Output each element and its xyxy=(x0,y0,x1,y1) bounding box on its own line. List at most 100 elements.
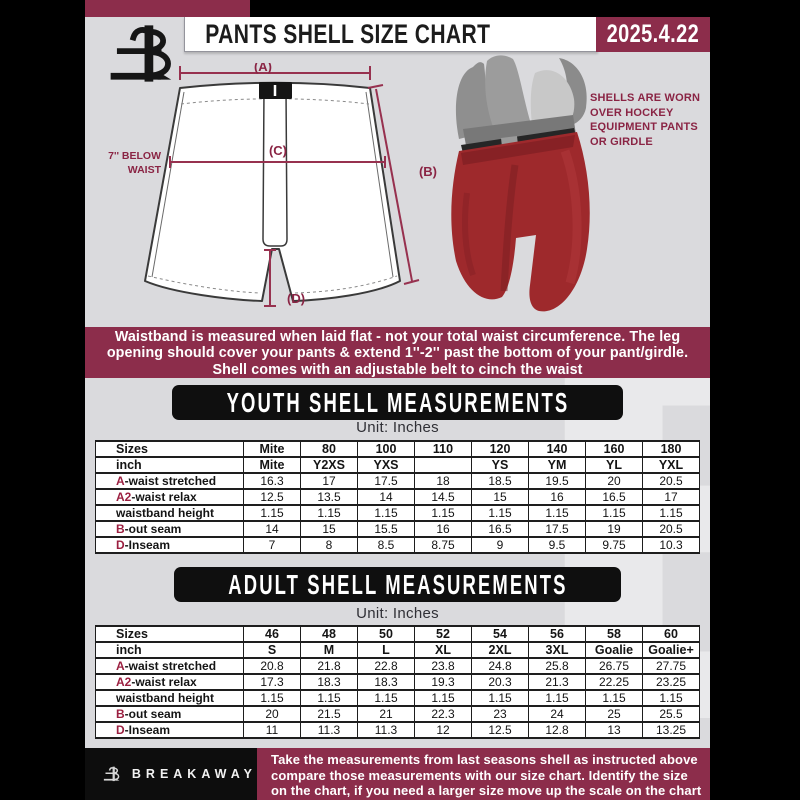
row-label-cell: A2-waist relax xyxy=(95,488,244,506)
value-cell: 1.15 xyxy=(357,504,415,522)
value-cell: 14.5 xyxy=(414,488,472,506)
value-cell: 20.5 xyxy=(642,520,700,538)
table-row: A2-waist relax 17.3 18.3 18.3 19.3 20.3 21.3 22… xyxy=(95,673,700,691)
row-label-cell: D-Inseam xyxy=(95,721,244,739)
table-row: A-waist stretched 16.3 17 17.5 18 18.5 19.5 20 2… xyxy=(95,472,700,490)
youth-size-table: Sizes Mite 80 100 110 120 140 160 180 inch Mite Y2X… xyxy=(95,440,700,554)
row-label-accent: A xyxy=(116,474,125,488)
value-cell: 24.8 xyxy=(471,657,529,675)
value-cell: 16 xyxy=(414,520,472,538)
seven-below-waist-label: 7'' BELOW WAIST xyxy=(108,150,161,177)
banner-line-1: Waistband is measured when laid flat - n… xyxy=(114,329,681,345)
value-cell: YXL xyxy=(642,456,700,474)
value-cell: 14 xyxy=(357,488,415,506)
measure-line-c xyxy=(169,156,386,168)
value-cell: M xyxy=(300,641,358,659)
value-cell: 10.3 xyxy=(642,536,700,554)
footer-line-3: on the chart, if you need a larger size … xyxy=(271,783,702,799)
row-label-cell: inch xyxy=(95,641,244,659)
value-cell: 17 xyxy=(642,488,700,506)
value-cell: 1.15 xyxy=(642,689,700,707)
row-label-accent: B xyxy=(116,707,125,721)
row-label-accent: A2 xyxy=(116,490,132,504)
value-cell: 27.75 xyxy=(642,657,700,675)
value-cell: 16 xyxy=(528,488,586,506)
table-row: Sizes 46 48 50 52 54 56 58 60 xyxy=(95,625,700,643)
value-cell: 1.15 xyxy=(357,689,415,707)
table-row: D-Inseam 7 8 8.5 8.75 9 9.5 9.75 10.3 xyxy=(95,536,700,554)
youth-section-heading: YOUTH SHELL MEASUREMENTS xyxy=(85,385,710,420)
value-cell: 11.3 xyxy=(357,721,415,739)
youth-heading-pill: YOUTH SHELL MEASUREMENTS xyxy=(171,385,624,420)
value-cell: 16.5 xyxy=(471,520,529,538)
adult-heading-text: ADULT SHELL MEASUREMENTS xyxy=(227,567,568,600)
row-label-accent: D xyxy=(116,723,125,737)
value-cell: 7 xyxy=(243,536,301,554)
measurement-instruction-banner: Waistband is measured when laid flat - n… xyxy=(85,327,710,378)
value-cell: 8.5 xyxy=(357,536,415,554)
value-cell: 58 xyxy=(585,625,643,643)
value-cell: 15 xyxy=(300,520,358,538)
table-row: B-out seam 14 15 15.5 16 16.5 17.5 19 20.5 xyxy=(95,520,700,538)
value-cell: 12.5 xyxy=(471,721,529,739)
value-cell: 19.5 xyxy=(528,472,586,490)
footer-line-1: Take the measurements from last seasons … xyxy=(271,752,698,767)
value-cell: 9 xyxy=(471,536,529,554)
value-cell: S xyxy=(243,641,301,659)
row-label-cell: A-waist stretched xyxy=(95,657,244,675)
value-cell: 20 xyxy=(243,705,301,723)
value-cell: 26.75 xyxy=(585,657,643,675)
row-label-cell: Sizes xyxy=(95,440,244,458)
value-cell: 14 xyxy=(243,520,301,538)
value-cell: 1.15 xyxy=(528,689,586,707)
value-cell: Mite xyxy=(243,456,301,474)
value-cell: 8.75 xyxy=(414,536,472,554)
adult-size-table: Sizes 46 48 50 52 54 56 58 60 inch S M L XL 2XL 3XL Goal… xyxy=(95,625,700,739)
banner-line-2: opening should cover your pants & extend… xyxy=(106,345,689,362)
table-row: Sizes Mite 80 100 110 120 140 160 180 xyxy=(95,440,700,458)
value-cell: YXS xyxy=(357,456,415,474)
value-cell: 2XL xyxy=(471,641,529,659)
row-label-cell: inch xyxy=(95,456,244,474)
value-cell: 17.5 xyxy=(528,520,586,538)
value-cell: 20 xyxy=(585,472,643,490)
diagram-label-c: (C) xyxy=(269,143,287,158)
value-cell: 18.3 xyxy=(300,673,358,691)
table-row: A2-waist relax 12.5 13.5 14 14.5 15 16 16.5 17 xyxy=(95,488,700,506)
value-cell: 19.3 xyxy=(414,673,472,691)
row-label-cell: B-out seam xyxy=(95,705,244,723)
value-cell: 54 xyxy=(471,625,529,643)
value-cell: 21.5 xyxy=(300,705,358,723)
value-cell: 18.3 xyxy=(357,673,415,691)
value-cell: 23.8 xyxy=(414,657,472,675)
value-cell: 12.5 xyxy=(243,488,301,506)
value-cell: 1.15 xyxy=(243,504,301,522)
row-label-cell: A-waist stretched xyxy=(95,472,244,490)
table-row: inch S M L XL 2XL 3XL Goalie Goalie+ xyxy=(95,641,700,659)
value-cell: 13 xyxy=(585,721,643,739)
document-page: B PANTS SHELL SIZE CHART 2025.4.22 xyxy=(85,17,710,800)
value-cell: 1.15 xyxy=(471,504,529,522)
table-row: waistband height 1.15 1.15 1.15 1.15 1.15 1.15… xyxy=(95,504,700,522)
value-cell: 1.15 xyxy=(243,689,301,707)
value-cell: YM xyxy=(528,456,586,474)
value-cell: YS xyxy=(471,456,529,474)
value-cell: 22.25 xyxy=(585,673,643,691)
value-cell: 160 xyxy=(585,440,643,458)
value-cell: 18.5 xyxy=(471,472,529,490)
value-cell: 3XL xyxy=(528,641,586,659)
value-cell: Goalie+ xyxy=(642,641,700,659)
breakaway-logo-small-icon xyxy=(103,766,120,782)
value-cell: 1.15 xyxy=(414,504,472,522)
table-row: inch Mite Y2XS YXS YS YM YL YXL xyxy=(95,456,700,474)
value-cell: 17 xyxy=(300,472,358,490)
value-cell: 15 xyxy=(471,488,529,506)
value-cell: Y2XS xyxy=(300,456,358,474)
row-label-cell: waistband height xyxy=(95,504,244,522)
value-cell: 24 xyxy=(528,705,586,723)
value-cell: 16.5 xyxy=(585,488,643,506)
brand-name: BREAKAWAY xyxy=(131,767,257,781)
footer-instructions: Take the measurements from last seasons … xyxy=(257,748,710,800)
value-cell: 21.8 xyxy=(300,657,358,675)
